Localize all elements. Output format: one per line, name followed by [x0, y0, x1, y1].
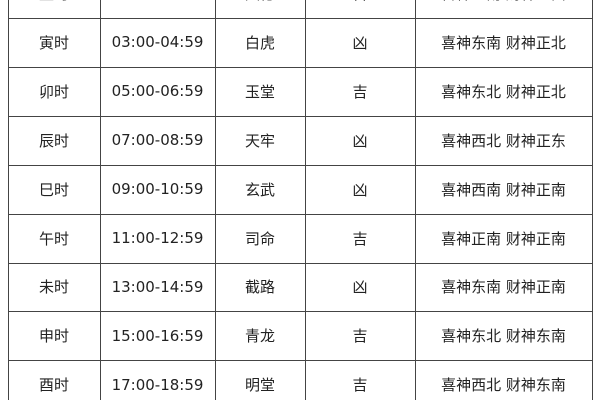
table-cell: 03:00-04:59	[111, 33, 204, 52]
table-cell: 喜神西南 财神正南	[441, 180, 566, 199]
table-cell: 白虎	[244, 33, 275, 52]
table-cell: 酉时	[38, 376, 69, 395]
table-cell: 凶	[352, 33, 368, 52]
table-cell: 吉	[305, 0, 415, 18]
table-cell: 凶	[352, 131, 368, 150]
table-cell: 巳时	[38, 180, 69, 199]
row-border	[8, 115, 592, 117]
row-border	[8, 262, 592, 264]
column-border	[8, 0, 9, 400]
table-cell: 明堂	[244, 376, 275, 395]
table-cell: 未时	[38, 278, 69, 297]
table-cell: 寅时	[38, 33, 69, 52]
table-cell: 吉	[352, 82, 368, 101]
table-cell: 青龙	[244, 327, 275, 346]
table-cell: 喜神东南 财神正北	[441, 33, 566, 52]
row-border	[8, 213, 592, 215]
table-cell: 截路	[244, 278, 275, 297]
table-cell: 玉堂	[244, 82, 275, 101]
table-cell: 申时	[38, 327, 69, 346]
table-cell: 辰时	[38, 131, 69, 150]
table-cell: 13:00-14:59	[111, 277, 204, 296]
table-cell: 07:00-08:59	[111, 131, 204, 150]
column-border	[100, 0, 101, 400]
table-cell: 玄武	[244, 180, 275, 199]
table-cell: 05:00-06:59	[111, 82, 204, 101]
column-border	[305, 0, 306, 400]
table-cell: 喜神东北 财神东南	[441, 327, 566, 346]
table-cell: 11:00-12:59	[111, 229, 204, 248]
table-cell: 01:00-02:59	[100, 0, 215, 18]
table-cell: 17:00-18:59	[111, 375, 204, 394]
table-cell: 喜神东南 财神正南	[441, 278, 566, 297]
table-cell: 天牢	[244, 131, 275, 150]
row-border	[8, 360, 592, 362]
column-border	[215, 0, 216, 400]
table-cell: 09:00-10:59	[111, 180, 204, 199]
table-cell: 喜神西北 财神正东	[441, 131, 566, 150]
table-cell: 吉	[352, 229, 368, 248]
column-border	[592, 0, 593, 400]
table-cell: 吉	[352, 327, 368, 346]
table-cell: 喜神西北 财神东南	[441, 376, 566, 395]
table-cell: 凶	[352, 180, 368, 199]
table-cell: 天德	[215, 0, 305, 18]
row-border	[8, 164, 592, 166]
row-border	[8, 311, 592, 313]
table-cell: 午时	[38, 229, 69, 248]
table-cell: 卯时	[38, 82, 69, 101]
table-cell: 15:00-16:59	[111, 326, 204, 345]
table-cell: 丑时	[8, 0, 100, 18]
table-cell: 喜神正南 财神正西	[415, 0, 592, 18]
table-cell: 吉	[352, 376, 368, 395]
row-border	[8, 66, 592, 68]
column-border	[415, 0, 416, 400]
table-cell: 喜神正南 财神正南	[441, 229, 566, 248]
table-cell: 司命	[244, 229, 275, 248]
row-border	[8, 18, 592, 19]
table-cell: 凶	[352, 278, 368, 297]
table-cell: 喜神东北 财神正北	[441, 82, 566, 101]
